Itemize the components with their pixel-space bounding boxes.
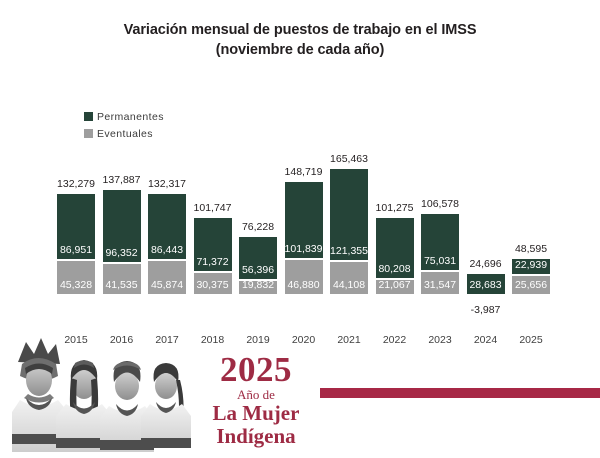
bar-value-permanentes-2021: 121,355 (330, 245, 368, 258)
bar-total-2021: 165,463 (330, 153, 368, 165)
legend-label-permanentes: Permanentes (97, 110, 164, 123)
x-axis-tick-2020: 2020 (291, 334, 316, 346)
bar-segment-permanentes-2020[interactable]: 101,839 (283, 180, 324, 259)
x-axis-tick-2021: 2021 (337, 334, 361, 346)
bar-value-eventuales-2020: 46,880 (287, 278, 320, 291)
bar-segment-eventuales-2021[interactable]: 44,108 (329, 261, 369, 295)
bar-value-permanentes-2018: 71,372 (196, 255, 229, 268)
bar-segment-eventuales-2016[interactable]: 41,535 (101, 263, 142, 295)
bar-value-eventuales-2025: 25,656 (514, 278, 548, 291)
bar-segment-permanentes-2023[interactable]: 75,031 (420, 213, 460, 271)
legend-item-eventuales: Eventuales (84, 125, 164, 142)
bar-value-eventuales-2022: 21,067 (378, 278, 411, 291)
bar-segment-permanentes-2021[interactable]: 121,355 (329, 168, 369, 262)
bar-total-2019: 76,228 (241, 221, 275, 234)
bar-value-permanentes-2022: 80,208 (378, 262, 411, 275)
bar-group-2018: 30,375 71,372 101,747 2018 (192, 0, 233, 458)
bar-value-permanentes-2024: 28,683 (469, 278, 502, 291)
page-title: Variación mensual de puestos de trabajo … (0, 20, 600, 60)
legend-swatch-permanentes (84, 112, 93, 121)
x-axis-tick-2025: 2025 (519, 334, 543, 346)
x-axis-tick-2018: 2018 (200, 334, 225, 346)
bar-total-2023: 106,578 (421, 198, 459, 211)
bar-value-eventuales-2016: 41,535 (105, 278, 138, 291)
x-axis-tick-2017: 2017 (155, 334, 179, 346)
bar-segment-permanentes-2022[interactable]: 80,208 (374, 217, 415, 279)
bar-group-2019: 19,832 56,396 76,228 2019 (238, 0, 278, 458)
bar-group-2017: 45,874 86,443 132,317 2017 (147, 0, 187, 458)
x-axis-tick-2016: 2016 (109, 334, 134, 346)
x-axis-tick-2023: 2023 (428, 334, 452, 346)
bar-group-2023: 31,547 75,031 106,578 2023 (420, 0, 460, 458)
banner-line-1: La Mujer (212, 401, 300, 425)
banner-subtitle: Año de (237, 387, 275, 402)
bar-value-eventuales-2019: 19,832 (241, 278, 275, 291)
bar-value-permanentes-2020: 101,839 (284, 243, 323, 255)
bar-value-eventuales-2017: 45,874 (150, 278, 184, 291)
bar-segment-permanentes-2019[interactable]: 56,396 (238, 236, 278, 280)
bar-group-2016: 41,535 96,352 137,887 2016 (101, 0, 142, 458)
bar-segment-eventuales-2018[interactable]: 30,375 (192, 271, 233, 295)
legend-swatch-eventuales (84, 129, 93, 138)
bar-total-2025: 48,595 (514, 242, 548, 255)
bar-total-2024: 24,696 (469, 257, 502, 270)
bar-value-eventuales-2021: 44,108 (332, 278, 366, 291)
legend-label-eventuales: Eventuales (97, 127, 153, 140)
bar-group-2020: 46,880 101,839 148,719 2020 (283, 0, 324, 458)
bar-group-2022: 21,067 80,208 101,275 2022 (374, 0, 415, 458)
bar-value-eventuales-2023: 31,547 (423, 278, 457, 291)
bar-segment-eventuales-2020[interactable]: 46,880 (283, 259, 324, 295)
indigenous-women-illustration (12, 338, 191, 452)
banner-text: 2025 Año de La Mujer Indígena (196, 352, 316, 447)
bar-group-2024: 28,683 24,696 -3,987 2024 (465, 0, 506, 458)
bar-group-2015: 45,328 86,951 132,279 2015 (56, 0, 96, 458)
title-line-2: (noviembre de cada año) (215, 42, 385, 58)
banner-year: 2025 (220, 350, 292, 389)
bar-value-eventuales-2018: 30,375 (196, 278, 229, 291)
bar-value-permanentes-2015: 86,951 (59, 244, 93, 257)
banner-rule (320, 388, 600, 398)
bar-total-2022: 101,275 (375, 202, 414, 215)
bar-segment-permanentes-2016[interactable]: 96,352 (101, 189, 142, 264)
x-axis-tick-2022: 2022 (382, 334, 407, 346)
bar-value-permanentes-2017: 86,443 (150, 243, 184, 256)
bar-value-permanentes-2019: 56,396 (241, 263, 275, 276)
bar-value-permanentes-2023: 75,031 (423, 254, 457, 267)
bar-segment-eventuales-2017[interactable]: 45,874 (147, 259, 187, 295)
legend-item-permanentes: Permanentes (84, 108, 164, 125)
bar-segment-permanentes-2017[interactable]: 86,443 (147, 193, 187, 260)
chart-legend: Permanentes Eventuales (84, 108, 164, 142)
bar-segment-permanentes-2018[interactable]: 71,372 (192, 216, 233, 272)
bar-segment-eventuales-2019[interactable]: 19,832 (238, 278, 278, 295)
x-axis-tick-2024: 2024 (473, 334, 498, 346)
bar-value-eventuales-2024: -3,987 (470, 304, 501, 316)
bar-group-2021: 44,108 121,355 165,463 2021 (329, 0, 369, 458)
bar-value-permanentes-2025: 22,939 (514, 259, 548, 272)
bar-total-2017: 132,317 (148, 178, 186, 191)
title-line-1: Variación mensual de puestos de trabajo … (123, 22, 477, 38)
bar-total-2020: 148,719 (284, 165, 323, 178)
bar-total-2016: 137,887 (102, 174, 141, 187)
bar-segment-permanentes-2024[interactable]: 28,683 (465, 272, 506, 295)
banner-line-2: Indígena (216, 424, 296, 449)
x-axis-tick-2015: 2015 (64, 334, 88, 346)
bar-value-eventuales-2015: 45,328 (59, 278, 93, 291)
bar-segment-permanentes-2025[interactable]: 22,939 (511, 257, 551, 276)
bar-group-2025: 25,656 22,939 48,595 2025 (511, 0, 551, 458)
bar-segment-permanentes-2015[interactable]: 86,951 (56, 193, 96, 261)
bar-segment-eventuales-2015[interactable]: 45,328 (56, 260, 96, 295)
bar-total-2015: 132,279 (57, 178, 95, 191)
bar-value-permanentes-2016: 96,352 (105, 247, 138, 260)
bar-segment-eventuales-2025[interactable]: 25,656 (511, 275, 551, 295)
bar-segment-eventuales-2023[interactable]: 31,547 (420, 270, 460, 295)
bar-segment-eventuales-2022[interactable]: 21,067 (374, 278, 415, 295)
x-axis-tick-2019: 2019 (246, 334, 270, 346)
bar-total-2018: 101,747 (193, 201, 232, 214)
